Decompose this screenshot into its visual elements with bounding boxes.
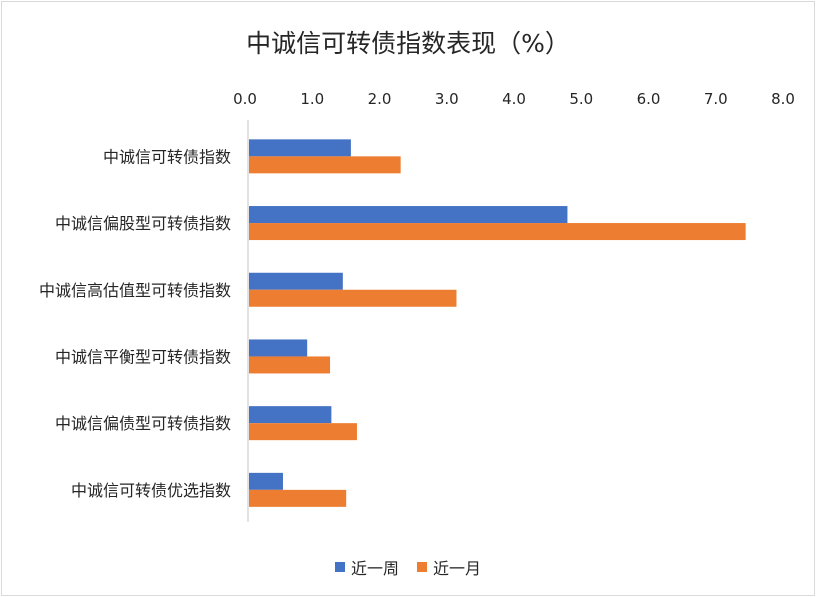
legend-item: 近一月 (417, 555, 481, 579)
legend-label: 近一月 (433, 559, 482, 578)
legend: 近一周 近一月 (0, 555, 816, 579)
bar-month (249, 289, 457, 307)
x-tick-label: 0.0 (233, 90, 257, 108)
legend-swatch (334, 562, 345, 572)
x-tick-label: 1.0 (300, 90, 324, 108)
bar-month (249, 489, 347, 507)
category-label: 中诚信平衡型可转债指数 (55, 347, 231, 366)
bar-month (249, 356, 331, 374)
legend-swatch (417, 562, 427, 572)
x-tick-label: 6.0 (637, 90, 661, 108)
bar-week (249, 406, 332, 424)
x-tick-label: 3.0 (435, 90, 459, 108)
bar-week (249, 139, 351, 157)
chart-title: 中诚信可转债指数表现（%） (246, 29, 570, 58)
bar-month (249, 156, 401, 174)
x-tick-label: 2.0 (368, 90, 392, 108)
bar-week (249, 206, 568, 224)
category-label: 中诚信偏股型可转债指数 (55, 214, 231, 233)
legend-item: 近一周 (334, 555, 399, 579)
bar-week (249, 272, 343, 290)
category-label: 中诚信可转债优选指数 (71, 481, 231, 500)
x-tick-label: 8.0 (771, 90, 795, 108)
category-label: 中诚信可转债指数 (103, 147, 231, 166)
category-label: 中诚信偏债型可转债指数 (55, 414, 231, 433)
x-tick-label: 7.0 (704, 90, 728, 108)
x-tick-label: 5.0 (569, 90, 593, 108)
bar-week (249, 339, 308, 357)
bar-week (249, 472, 283, 490)
x-tick-label: 4.0 (502, 90, 526, 108)
legend-label: 近一周 (350, 559, 399, 578)
bar-month (249, 223, 746, 241)
bar-month (249, 423, 357, 441)
category-label: 中诚信高估值型可转债指数 (39, 281, 231, 300)
